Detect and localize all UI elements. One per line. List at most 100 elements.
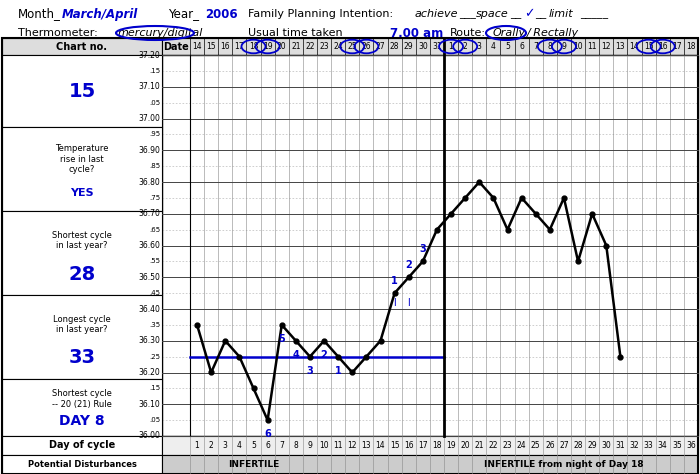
Text: 30: 30 [601,441,611,450]
Bar [2,379,162,436]
Text: 15: 15 [206,42,216,51]
Text: 20: 20 [277,42,286,51]
Text: 2006: 2006 [205,8,237,20]
Text: DAY 8: DAY 8 [60,414,105,428]
Text: 16: 16 [404,441,414,450]
Text: 11: 11 [333,441,343,450]
Text: 15: 15 [644,42,653,51]
Text: 1: 1 [449,42,454,51]
Text: 24: 24 [333,42,343,51]
Text: .55: .55 [149,258,160,264]
Text: .15: .15 [149,385,160,392]
Bar [162,38,698,55]
Text: INFERTILE: INFERTILE [228,460,279,469]
Text: 22: 22 [305,42,315,51]
Text: Shortest cycle
in last year?: Shortest cycle in last year? [52,231,112,250]
Text: __: __ [535,9,546,19]
Text: 3: 3 [477,42,482,51]
Text: 36.70: 36.70 [138,209,160,218]
Text: 6: 6 [265,441,270,450]
Text: 5: 5 [251,441,256,450]
Text: 9: 9 [307,441,312,450]
Bar [162,436,698,455]
Text: 10: 10 [319,441,329,450]
Text: 11: 11 [587,42,597,51]
Text: 36.80: 36.80 [139,177,160,186]
Text: ___: ___ [459,9,476,19]
Text: 30: 30 [418,42,428,51]
Text: __: __ [510,9,522,19]
Text: 37.00: 37.00 [138,114,160,123]
Text: ✓: ✓ [524,8,535,20]
Text: 26: 26 [545,441,554,450]
Text: Chart no.: Chart no. [57,42,108,52]
Text: 14: 14 [193,42,202,51]
Text: 1: 1 [335,365,342,375]
Text: 2: 2 [405,260,412,270]
Text: 37.20: 37.20 [139,51,160,60]
Text: 15: 15 [390,441,400,450]
Text: 2: 2 [209,441,214,450]
Text: 7: 7 [533,42,538,51]
Text: Shortest cycle
-- 20 (21) Rule: Shortest cycle -- 20 (21) Rule [52,389,112,409]
Text: Route:: Route: [450,28,486,38]
Text: 14: 14 [376,441,385,450]
Text: .45: .45 [149,290,160,296]
Bar [2,436,162,455]
Text: 6: 6 [264,429,271,439]
Text: 2: 2 [321,350,328,360]
Text: 16: 16 [658,42,668,51]
Text: mercury/digital: mercury/digital [118,28,204,38]
Text: / Rectally: / Rectally [527,28,579,38]
Text: 12: 12 [347,441,357,450]
Text: Day of cycle: Day of cycle [49,440,115,450]
Text: 28: 28 [390,42,400,51]
Bar [2,128,162,211]
Text: 1: 1 [391,276,398,286]
Text: .25: .25 [149,354,160,360]
Text: 4: 4 [237,441,241,450]
Text: achieve: achieve [415,9,458,19]
Text: 9: 9 [561,42,566,51]
Text: .85: .85 [149,163,160,169]
Text: 36.10: 36.10 [139,400,160,409]
Text: 13: 13 [362,441,371,450]
Text: 28: 28 [573,441,583,450]
Text: 34: 34 [658,441,668,450]
Text: 1: 1 [195,441,200,450]
Text: 33: 33 [69,348,95,367]
Bar [162,55,698,436]
Text: 21: 21 [291,42,300,51]
Text: 5: 5 [279,334,285,344]
Text: 8: 8 [293,441,298,450]
Bar [2,211,162,295]
Text: Month_: Month_ [18,8,61,20]
Text: 29: 29 [587,441,597,450]
Text: 22: 22 [489,441,498,450]
Text: .05: .05 [149,417,160,423]
Text: 27: 27 [559,441,569,450]
Text: Date: Date [163,42,189,52]
Text: Orally: Orally [493,28,526,38]
Text: 17: 17 [672,42,682,51]
Text: 4: 4 [491,42,496,51]
Text: 31: 31 [432,42,442,51]
Bar [2,55,162,128]
Text: 23: 23 [503,441,512,450]
Text: limit: limit [549,9,573,19]
Text: 2: 2 [463,42,468,51]
Text: 37.10: 37.10 [139,82,160,91]
Text: 36.20: 36.20 [139,368,160,377]
Text: 14: 14 [630,42,639,51]
Text: .95: .95 [149,131,160,137]
Text: 33: 33 [644,441,654,450]
Text: 18: 18 [248,42,258,51]
Text: .05: .05 [149,100,160,106]
Text: 12: 12 [601,42,611,51]
Text: 36.60: 36.60 [138,241,160,250]
Text: 13: 13 [615,42,625,51]
Text: YES: YES [70,188,94,198]
Text: Family Planning Intention:: Family Planning Intention: [248,9,393,19]
Text: INFERTILE from night of Day 18: INFERTILE from night of Day 18 [484,460,644,469]
Text: 36.00: 36.00 [138,431,160,440]
